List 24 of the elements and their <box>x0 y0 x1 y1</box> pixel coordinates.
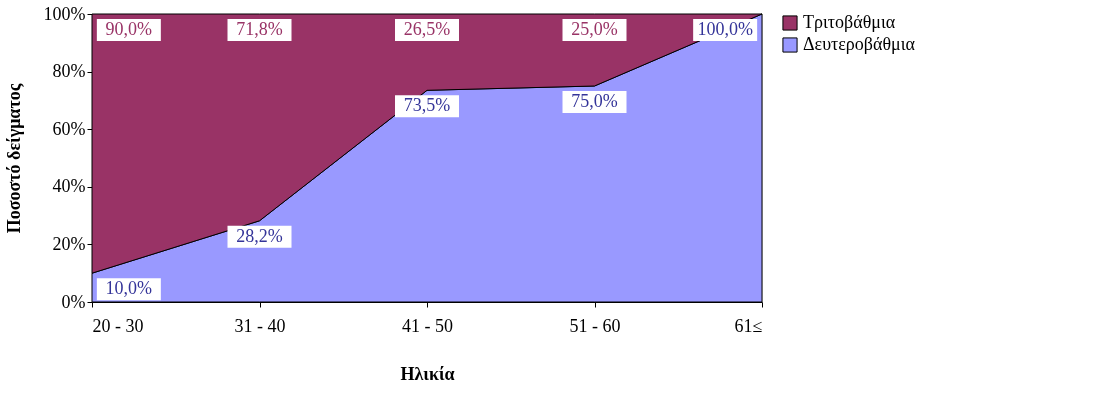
x-tick-label: 51 - 60 <box>569 315 621 336</box>
x-axis-title: Ηλικία <box>400 363 455 384</box>
data-label: 71,8% <box>236 19 283 39</box>
y-tick-label: 40% <box>52 176 86 197</box>
data-label: 26,5% <box>403 19 451 39</box>
y-tick-label: 0% <box>61 291 86 312</box>
data-label: 73,5% <box>403 95 451 116</box>
data-label: 25,0% <box>571 19 618 39</box>
legend-label: Τριτοβάθμια <box>803 12 896 32</box>
x-tick-label: 20 - 30 <box>92 315 144 336</box>
x-tick-label: 61≤ <box>734 315 763 336</box>
data-label: 75,0% <box>571 91 618 111</box>
y-tick-label: 20% <box>52 233 86 254</box>
data-label: 90,0% <box>105 19 153 39</box>
legend-label: Δευτεροβάθμια <box>803 34 916 54</box>
x-tick-label: 41 - 50 <box>402 315 453 336</box>
y-tick-label: 100% <box>43 3 86 24</box>
y-tick-label: 60% <box>52 118 86 139</box>
data-label: 10,0% <box>105 278 153 299</box>
data-label: 28,2% <box>236 225 283 246</box>
y-axis-title: Ποσοστό δείγματος <box>3 83 24 234</box>
y-tick-label: 80% <box>52 61 86 82</box>
data-label: 100,0% <box>697 19 753 39</box>
x-tick-label: 31 - 40 <box>234 315 286 336</box>
